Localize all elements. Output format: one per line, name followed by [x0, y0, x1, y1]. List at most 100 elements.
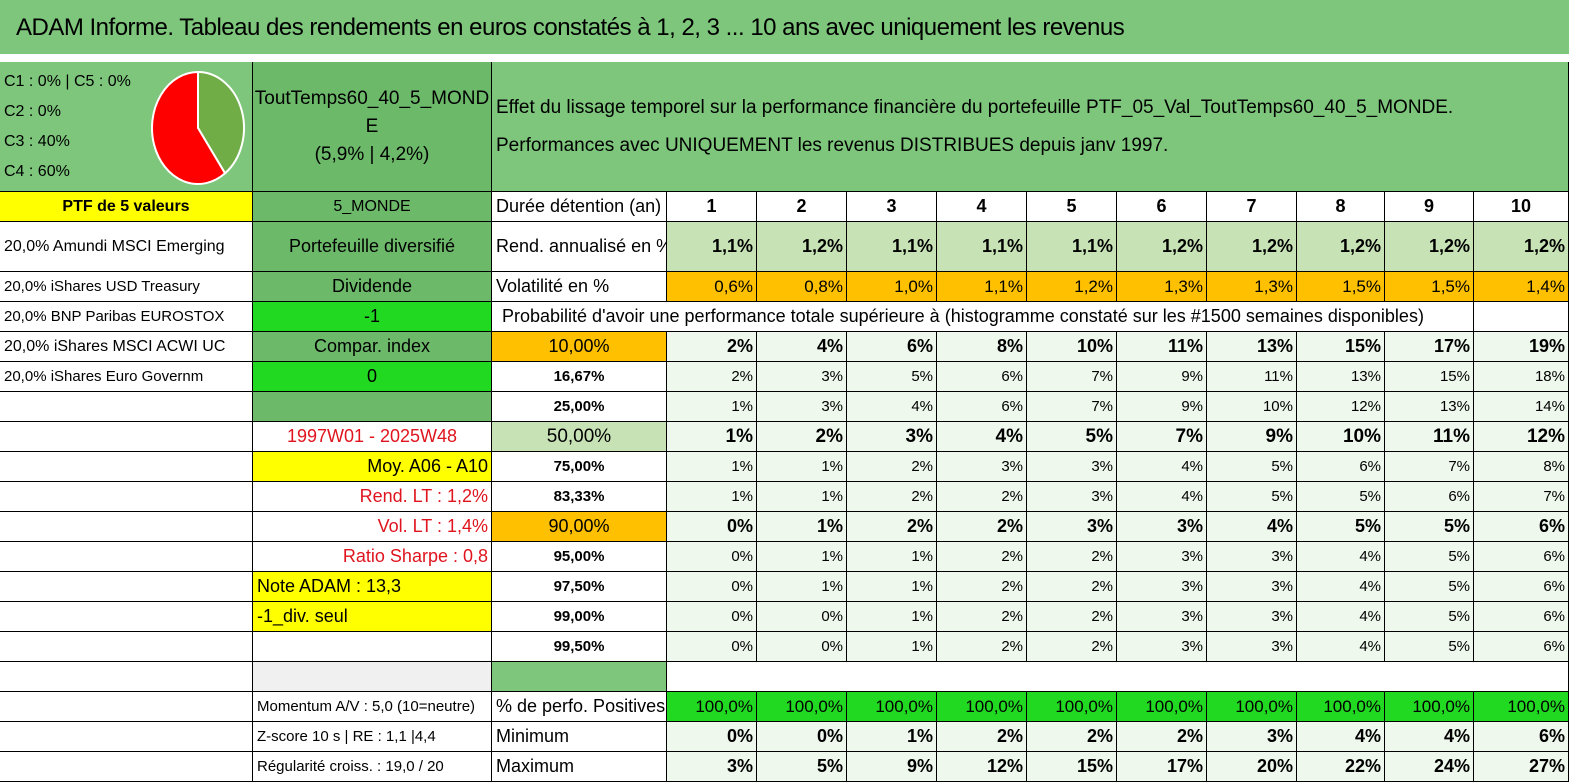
- probability-value-cell: 5%: [1027, 422, 1117, 452]
- probability-value-cell: 3%: [1027, 512, 1117, 542]
- maximum-cell: 5%: [757, 752, 847, 782]
- empty-cell: [0, 662, 253, 692]
- rend-cell: 1,2%: [1385, 222, 1474, 272]
- probability-value-cell: 7%: [1474, 482, 1569, 512]
- probability-threshold-cell: 83,33%: [492, 482, 667, 512]
- rend-cell: 1,1%: [937, 222, 1027, 272]
- volatility-cell: 1,4%: [1474, 272, 1569, 302]
- minimum-cell: 2%: [1117, 722, 1207, 752]
- probability-value-cell: 5%: [1385, 542, 1474, 572]
- probability-value-cell: 0%: [757, 602, 847, 632]
- positive-cell: 100,0%: [1207, 692, 1297, 722]
- empty-cell: [253, 632, 492, 662]
- probability-value-cell: 15%: [1385, 362, 1474, 392]
- rend-lt-cell: Rend. LT : 1,2%: [253, 482, 492, 512]
- probability-value-cell: 6%: [1385, 482, 1474, 512]
- probability-value-cell: 1%: [847, 602, 937, 632]
- positive-cell: 100,0%: [1297, 692, 1385, 722]
- minimum-cell: 6%: [1474, 722, 1569, 752]
- volatility-cell: 1,3%: [1117, 272, 1207, 302]
- year-header-cell: 2: [757, 192, 847, 222]
- probability-value-cell: 13%: [1385, 392, 1474, 422]
- div-seul-cell: -1_div. seul: [253, 602, 492, 632]
- probability-value-cell: 7%: [1117, 422, 1207, 452]
- probability-value-cell: 3%: [847, 422, 937, 452]
- probability-value-cell: 4%: [1117, 482, 1207, 512]
- probability-value-cell: 13%: [1207, 332, 1297, 362]
- probability-value-cell: 6%: [1474, 572, 1569, 602]
- probability-value-cell: 1%: [757, 572, 847, 602]
- allocation-line: C4 : 60%: [4, 162, 70, 180]
- probability-value-cell: 2%: [847, 482, 937, 512]
- positive-cell: 100,0%: [847, 692, 937, 722]
- probability-threshold-cell: 99,50%: [492, 632, 667, 662]
- maximum-cell: 27%: [1474, 752, 1569, 782]
- probability-value-cell: 9%: [1117, 362, 1207, 392]
- rend-cell: 1,2%: [1117, 222, 1207, 272]
- probability-value-cell: 3%: [757, 362, 847, 392]
- volatility-cell: 0,8%: [757, 272, 847, 302]
- compar-index-cell: Compar. index: [253, 332, 492, 362]
- probability-value-cell: 8%: [937, 332, 1027, 362]
- probability-value-cell: 6%: [1474, 602, 1569, 632]
- volatility-cell: 1,1%: [937, 272, 1027, 302]
- holding-cell: 20,0% Amundi MSCI Emerging: [0, 222, 253, 272]
- probability-value-cell: 3%: [1117, 542, 1207, 572]
- probability-value-cell: 10%: [1027, 332, 1117, 362]
- maximum-cell: 22%: [1297, 752, 1385, 782]
- probability-threshold-cell: 75,00%: [492, 452, 667, 482]
- probability-value-cell: 5%: [1385, 632, 1474, 662]
- allocation-line: C3 : 40%: [4, 132, 70, 150]
- portfolio-type-cell: Portefeuille diversifié: [253, 222, 492, 272]
- probability-value-cell: 3%: [757, 392, 847, 422]
- empty-cell: [0, 722, 253, 752]
- probability-value-cell: 5%: [1297, 512, 1385, 542]
- probability-value-cell: 3%: [1207, 632, 1297, 662]
- ptf-label-cell: PTF de 5 valeurs: [0, 192, 253, 222]
- volatility-cell: 1,5%: [1297, 272, 1385, 302]
- probability-threshold-cell: 95,00%: [492, 542, 667, 572]
- probability-value-cell: 7%: [1027, 392, 1117, 422]
- portfolio-returns: (5,9% | 4,2%): [314, 143, 430, 165]
- probability-value-cell: 3%: [1207, 602, 1297, 632]
- probability-value-cell: 5%: [1385, 602, 1474, 632]
- probability-value-cell: 4%: [757, 332, 847, 362]
- probability-value-cell: 12%: [1297, 392, 1385, 422]
- minimum-cell: 2%: [937, 722, 1027, 752]
- probability-value-cell: 18%: [1474, 362, 1569, 392]
- probability-value-cell: 1%: [847, 542, 937, 572]
- probability-value-cell: 2%: [1027, 602, 1117, 632]
- probability-value-cell: 0%: [667, 632, 757, 662]
- probability-threshold-cell: 99,00%: [492, 602, 667, 632]
- empty-green-cell: [253, 392, 492, 422]
- probability-value-cell: 10%: [1207, 392, 1297, 422]
- sharpe-cell: Ratio Sharpe : 0,8: [253, 542, 492, 572]
- holding-cell: 20,0% iShares MSCI ACWI UC: [0, 332, 253, 362]
- empty-cell: [0, 452, 253, 482]
- probability-value-cell: 2%: [1027, 542, 1117, 572]
- empty-cell: [0, 572, 253, 602]
- probability-value-cell: 2%: [847, 512, 937, 542]
- allocation-line: C2 : 0%: [4, 102, 61, 120]
- probability-value-cell: 1%: [667, 392, 757, 422]
- dividend-cell: Dividende: [253, 272, 492, 302]
- year-header-cell: 1: [667, 192, 757, 222]
- probability-value-cell: 11%: [1385, 422, 1474, 452]
- regularite-cell: Régularité croiss. : 19,0 / 20: [253, 752, 492, 782]
- empty-grey-cell: [253, 662, 492, 692]
- minimum-cell: 4%: [1297, 722, 1385, 752]
- probability-value-cell: 2%: [757, 422, 847, 452]
- rend-cell: 1,1%: [847, 222, 937, 272]
- portfolio-name-suffix: E: [365, 115, 379, 137]
- minimum-cell: 0%: [667, 722, 757, 752]
- probability-value-cell: 2%: [937, 512, 1027, 542]
- rend-cell: 1,2%: [757, 222, 847, 272]
- probability-threshold-cell: 90,00%: [492, 512, 667, 542]
- portfolio-description: Effet du lissage temporel sur la perform…: [492, 62, 1569, 192]
- probability-value-cell: 11%: [1207, 362, 1297, 392]
- probability-value-cell: 5%: [847, 362, 937, 392]
- maximum-cell: 17%: [1117, 752, 1207, 782]
- probability-value-cell: 3%: [1027, 482, 1117, 512]
- rend-cell: 1,1%: [667, 222, 757, 272]
- volatility-cell: 1,0%: [847, 272, 937, 302]
